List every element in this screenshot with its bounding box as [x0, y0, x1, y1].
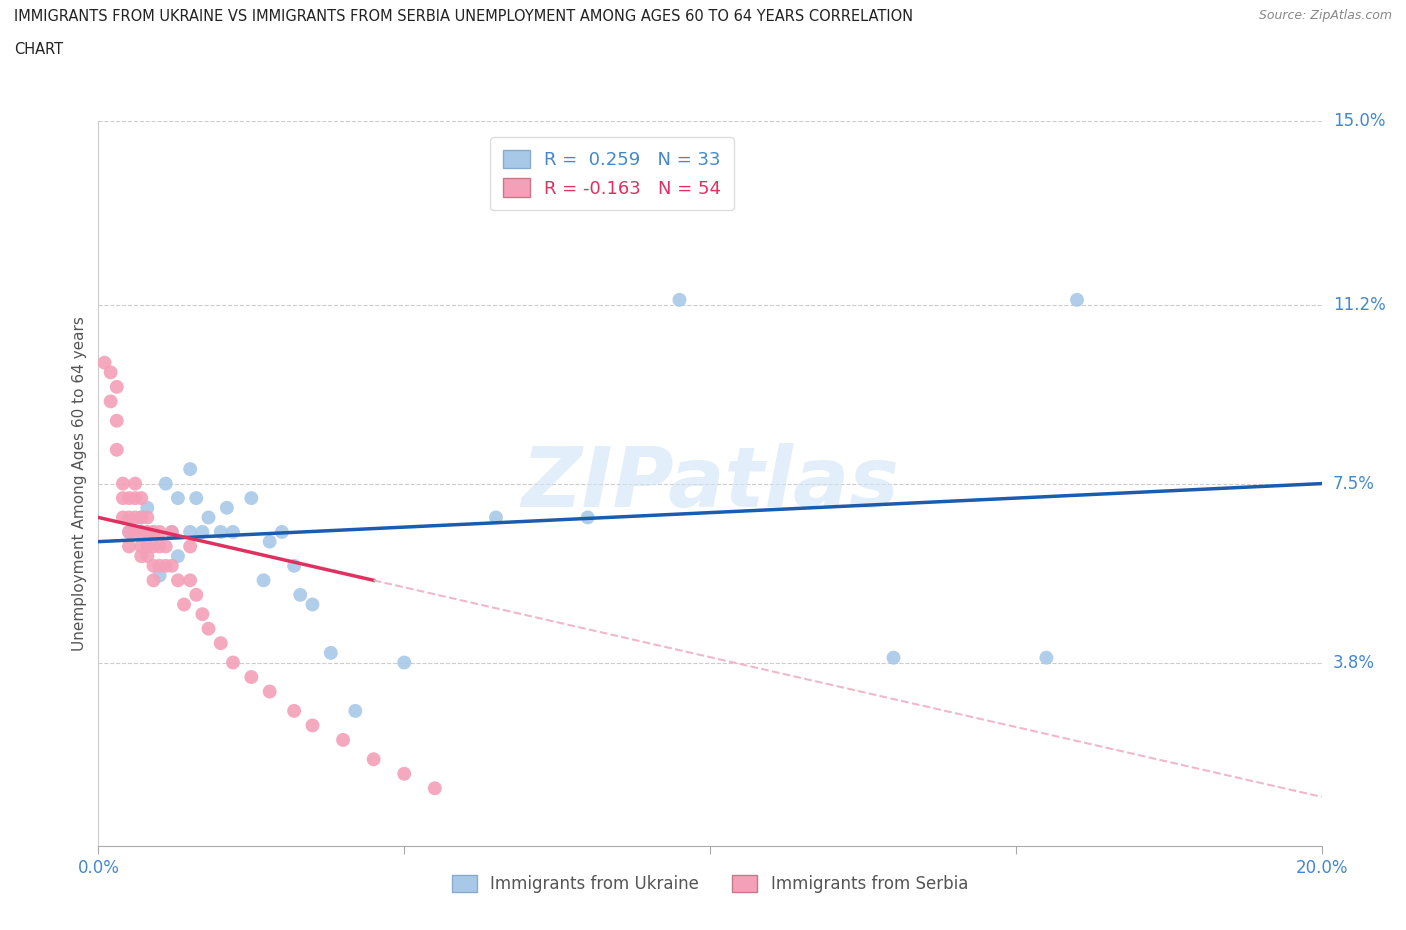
- Text: Source: ZipAtlas.com: Source: ZipAtlas.com: [1258, 9, 1392, 22]
- Point: [142, 573, 165, 588]
- Legend: Immigrants from Ukraine, Immigrants from Serbia: Immigrants from Ukraine, Immigrants from…: [446, 868, 974, 899]
- Point: [129, 539, 152, 554]
- Point: [118, 510, 141, 525]
- Point: [142, 558, 165, 573]
- Point: [301, 718, 323, 733]
- Point: [124, 476, 146, 491]
- Point: [259, 534, 281, 549]
- Point: [129, 525, 152, 539]
- Point: [142, 539, 165, 554]
- Point: [111, 491, 134, 506]
- Point: [252, 573, 274, 588]
- Point: [222, 525, 245, 539]
- Point: [100, 365, 122, 379]
- Point: [179, 461, 201, 476]
- Point: [222, 655, 245, 670]
- Point: [290, 588, 312, 603]
- Point: [1066, 292, 1088, 307]
- Point: [129, 549, 152, 564]
- Point: [111, 476, 134, 491]
- Point: [142, 525, 165, 539]
- Point: [423, 781, 446, 796]
- Point: [197, 510, 219, 525]
- Point: [191, 525, 214, 539]
- Point: [136, 500, 159, 515]
- Point: [485, 510, 508, 525]
- Point: [197, 621, 219, 636]
- Point: [129, 510, 152, 525]
- Point: [105, 413, 128, 428]
- Point: [186, 588, 208, 603]
- Point: [209, 636, 232, 651]
- Point: [118, 525, 141, 539]
- Point: [149, 558, 172, 573]
- Point: [167, 549, 190, 564]
- Y-axis label: Unemployment Among Ages 60 to 64 years: Unemployment Among Ages 60 to 64 years: [72, 316, 87, 651]
- Point: [186, 491, 208, 506]
- Point: [332, 733, 354, 748]
- Point: [160, 558, 183, 573]
- Point: [93, 355, 115, 370]
- Point: [240, 670, 263, 684]
- Point: [160, 525, 183, 539]
- Point: [118, 491, 141, 506]
- Point: [319, 645, 342, 660]
- Point: [118, 525, 141, 539]
- Point: [129, 491, 152, 506]
- Point: [215, 500, 238, 515]
- Point: [344, 703, 367, 718]
- Point: [240, 491, 263, 506]
- Point: [179, 525, 201, 539]
- Point: [270, 525, 292, 539]
- Point: [1035, 650, 1057, 665]
- Point: [124, 510, 146, 525]
- Point: [160, 525, 183, 539]
- Point: [136, 525, 159, 539]
- Point: [100, 394, 122, 409]
- Point: [283, 558, 305, 573]
- Point: [167, 573, 190, 588]
- Point: [111, 510, 134, 525]
- Text: 3.8%: 3.8%: [1333, 654, 1375, 671]
- Point: [136, 510, 159, 525]
- Text: CHART: CHART: [14, 42, 63, 57]
- Point: [209, 525, 232, 539]
- Point: [392, 655, 416, 670]
- Point: [149, 539, 172, 554]
- Point: [392, 766, 416, 781]
- Text: 11.2%: 11.2%: [1333, 296, 1385, 313]
- Point: [191, 606, 214, 621]
- Point: [167, 491, 190, 506]
- Point: [129, 510, 152, 525]
- Point: [283, 703, 305, 718]
- Point: [136, 549, 159, 564]
- Point: [155, 539, 177, 554]
- Point: [363, 751, 385, 766]
- Point: [118, 539, 141, 554]
- Point: [124, 525, 146, 539]
- Point: [179, 539, 201, 554]
- Point: [124, 491, 146, 506]
- Text: ZIPatlas: ZIPatlas: [522, 443, 898, 525]
- Point: [155, 558, 177, 573]
- Text: 15.0%: 15.0%: [1333, 112, 1385, 130]
- Point: [155, 476, 177, 491]
- Point: [149, 568, 172, 583]
- Point: [136, 539, 159, 554]
- Point: [301, 597, 323, 612]
- Point: [668, 292, 690, 307]
- Point: [173, 597, 195, 612]
- Point: [105, 443, 128, 458]
- Point: [105, 379, 128, 394]
- Point: [179, 573, 201, 588]
- Point: [142, 525, 165, 539]
- Point: [259, 684, 281, 699]
- Point: [576, 510, 599, 525]
- Text: IMMIGRANTS FROM UKRAINE VS IMMIGRANTS FROM SERBIA UNEMPLOYMENT AMONG AGES 60 TO : IMMIGRANTS FROM UKRAINE VS IMMIGRANTS FR…: [14, 9, 912, 24]
- Point: [149, 525, 172, 539]
- Text: 7.5%: 7.5%: [1333, 474, 1375, 493]
- Point: [883, 650, 905, 665]
